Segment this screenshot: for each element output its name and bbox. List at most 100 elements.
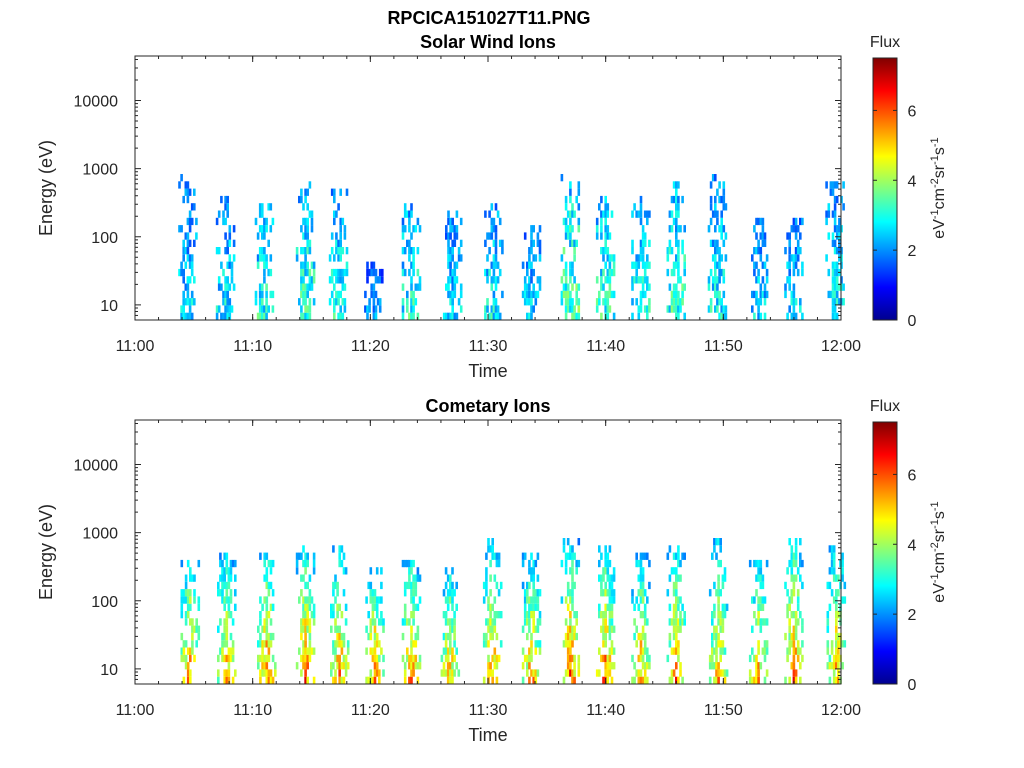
spectrogram-cell: [219, 647, 222, 655]
spectrogram-cell: [826, 647, 830, 655]
spectrogram-cell: [340, 545, 344, 553]
spectrogram-cell: [217, 210, 221, 218]
spectrogram-cell: [528, 618, 531, 626]
spectrogram-cell: [566, 669, 570, 677]
spectrogram-cell: [269, 203, 273, 211]
spectrogram-cell: [714, 203, 717, 211]
spectrogram-cell: [532, 225, 535, 233]
spectrogram-cell: [560, 290, 564, 299]
spectrogram-cell: [835, 195, 839, 204]
spectrogram-cell: [523, 552, 527, 560]
spectrogram-cell: [217, 654, 220, 663]
spectrogram-cell: [635, 210, 638, 218]
spectrogram-cell: [719, 589, 722, 597]
spectrogram-cell: [530, 312, 533, 320]
spectrogram-cell: [410, 312, 413, 320]
spectrogram-cell: [643, 276, 647, 284]
spectrogram-cell: [336, 581, 339, 590]
spectrogram-cell: [224, 195, 227, 204]
spectrogram-cell: [300, 305, 303, 313]
spectrogram-cell: [759, 625, 763, 633]
spectrogram-cell: [221, 596, 224, 604]
spectrogram-cell: [709, 239, 713, 247]
spectrogram-cell: [498, 312, 502, 320]
spectrogram-cell: [406, 298, 409, 306]
spectrogram-cell: [339, 276, 342, 284]
spectrogram-cell: [269, 581, 273, 590]
spectrogram-cell: [560, 276, 564, 284]
spectrogram-cell: [538, 611, 542, 619]
spectrogram-cell: [672, 632, 676, 641]
spectrogram-cell: [226, 203, 229, 211]
spectrogram-cell: [757, 596, 760, 604]
spectrogram-cell: [302, 268, 305, 277]
spectrogram-cell: [182, 596, 186, 604]
spectrogram-cell: [410, 640, 413, 648]
spectrogram-cell: [220, 261, 223, 269]
spectrogram-cell: [295, 247, 299, 255]
spectrogram-cell: [258, 210, 262, 218]
spectrogram-cell: [796, 647, 800, 655]
spectrogram-cell: [225, 676, 229, 684]
spectrogram-cell: [577, 538, 581, 546]
spectrogram-cell: [598, 603, 601, 611]
spectrogram-cell: [259, 552, 262, 560]
spectrogram-cell: [269, 640, 273, 648]
spectrogram-cell: [530, 290, 533, 299]
spectrogram-cell: [186, 232, 190, 240]
spectrogram-cell: [606, 268, 610, 277]
spectrogram-cell: [538, 225, 542, 233]
spectrogram-cell: [222, 268, 225, 277]
spectrogram-cell: [720, 298, 723, 306]
spectrogram-cell: [796, 589, 800, 597]
spectrogram-cell: [408, 210, 411, 218]
spectrogram-cell: [709, 305, 713, 313]
spectrogram-cell: [566, 538, 570, 546]
spectrogram-cell: [224, 298, 227, 306]
spectrogram-cell: [263, 305, 266, 313]
spectrogram-cell: [184, 312, 188, 320]
spectrogram-cell: [831, 276, 835, 284]
spectrogram-cell: [714, 268, 717, 277]
spectrogram-cell: [759, 283, 763, 291]
spectrogram-cell: [337, 254, 340, 262]
spectrogram-cell: [184, 611, 188, 619]
spectrogram-cell: [683, 552, 686, 560]
spectrogram-cell: [794, 676, 798, 684]
spectrogram-cell: [757, 298, 760, 306]
spectrogram-cell: [340, 676, 344, 684]
spectrogram-cell: [646, 596, 649, 604]
spectrogram-cell: [536, 603, 540, 611]
spectrogram-cell: [340, 640, 344, 648]
spectrogram-cell: [343, 283, 347, 291]
spectrogram-cell: [571, 669, 574, 677]
spectrogram-cell: [666, 254, 670, 262]
spectrogram-cell: [765, 640, 769, 648]
spectrogram-cell: [604, 210, 607, 218]
spectrogram-cell: [608, 669, 612, 677]
spectrogram-cell: [261, 654, 264, 663]
spectrogram-cell: [451, 654, 454, 663]
spectrogram-cell: [330, 611, 333, 619]
spectrogram-cell: [577, 559, 581, 568]
spectrogram-cell: [259, 676, 262, 684]
spectrogram-cell: [716, 217, 719, 226]
spectrogram-cell: [261, 254, 264, 262]
spectrogram-cell: [646, 283, 649, 291]
spectrogram-cell: [832, 559, 836, 568]
spectrogram-cell: [410, 596, 413, 604]
spectrogram-cell: [338, 545, 341, 553]
spectrogram-cell: [274, 669, 277, 677]
spectrogram-cell: [332, 647, 335, 655]
spectrogram-cell: [220, 283, 223, 291]
spectrogram-cell: [526, 662, 529, 670]
spectrogram-cell: [304, 632, 307, 641]
spectrogram-cell: [577, 669, 581, 677]
x-tick-label: 11:10: [233, 702, 272, 719]
spectrogram-cell: [191, 640, 194, 648]
spectrogram-cell: [300, 195, 303, 204]
x-tick-label: 11:10: [233, 338, 272, 355]
spectrogram-cell: [308, 247, 312, 255]
spectrogram-cell: [304, 654, 307, 663]
spectrogram-cell: [573, 654, 576, 663]
